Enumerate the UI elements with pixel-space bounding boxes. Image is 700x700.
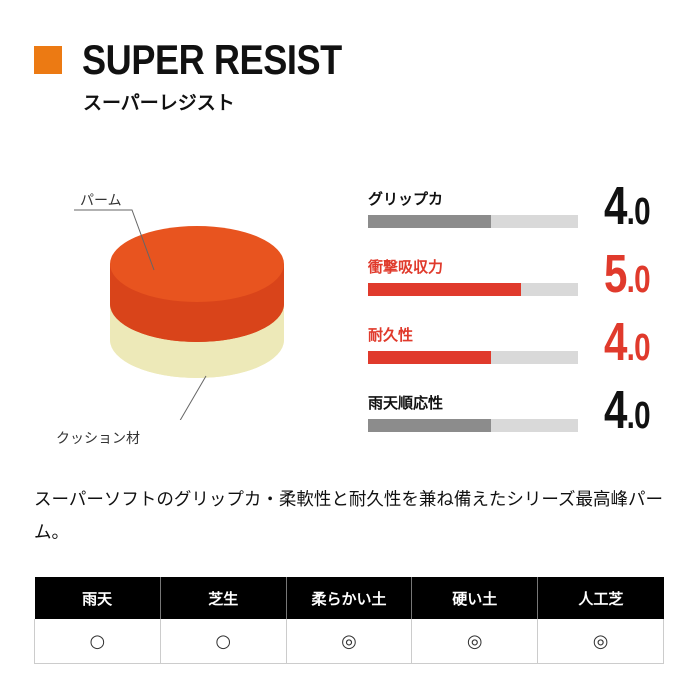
rating-bar-track bbox=[368, 351, 578, 364]
header-rain: 雨天 bbox=[34, 577, 161, 619]
rating-grip: グリップカ 4.0 bbox=[368, 176, 668, 252]
rating-label: 衝撃吸収力 bbox=[368, 258, 444, 276]
table-header-row: 雨天 芝生 柔らかい土 硬い土 人工芝 bbox=[34, 577, 664, 619]
product-subtitle: スーパーレジスト bbox=[83, 92, 235, 114]
value-hard-soil: ◎ bbox=[411, 619, 538, 664]
value-rain: ○ bbox=[34, 619, 161, 664]
rating-score: 5.0 bbox=[604, 244, 651, 304]
palm-label: パーム bbox=[80, 193, 122, 209]
header-soft-soil: 柔らかい土 bbox=[285, 577, 412, 619]
header-artificial-turf: 人工芝 bbox=[537, 577, 664, 619]
table-row: ○ ○ ◎ ◎ ◎ bbox=[34, 619, 664, 664]
palm-layer-top bbox=[110, 226, 284, 302]
ground-conditions-table: 雨天 芝生 柔らかい土 硬い土 人工芝 ○ ○ ◎ ◎ ◎ bbox=[34, 577, 664, 664]
rating-score: 4.0 bbox=[604, 312, 651, 372]
rating-bar-track bbox=[368, 283, 578, 296]
brand-square bbox=[34, 46, 62, 74]
value-grass: ○ bbox=[159, 619, 287, 664]
header-hard-soil: 硬い土 bbox=[411, 577, 538, 619]
product-description: スーパーソフトのグリップカ・柔軟性と耐久性を兼ね備えたシリーズ最高峰パーム。 bbox=[34, 490, 663, 543]
rating-durability: 耐久性 4.0 bbox=[368, 312, 668, 388]
layer-diagram bbox=[74, 209, 284, 420]
value-soft-soil: ◎ bbox=[285, 619, 412, 664]
rating-bar-fill bbox=[368, 351, 491, 364]
header-grass: 芝生 bbox=[159, 577, 287, 619]
rating-shock-absorption: 衝撃吸収力 5.0 bbox=[368, 244, 668, 320]
rating-rain-adaptability: 雨天順応性 4.0 bbox=[368, 380, 668, 456]
rating-bar-fill bbox=[368, 215, 491, 228]
rating-bar-track bbox=[368, 419, 578, 432]
rating-bar-track bbox=[368, 215, 578, 228]
rating-bar-fill bbox=[368, 419, 491, 432]
product-title: SUPER RESIST bbox=[82, 36, 342, 83]
rating-bar-fill bbox=[368, 283, 522, 296]
rating-score: 4.0 bbox=[604, 176, 651, 236]
rating-label: 耐久性 bbox=[368, 326, 414, 344]
palm-leader-line bbox=[74, 209, 155, 271]
value-artificial-turf: ◎ bbox=[537, 619, 664, 664]
rating-label: グリップカ bbox=[368, 190, 444, 208]
rating-score: 4.0 bbox=[604, 380, 651, 440]
cushion-leader-line bbox=[179, 375, 207, 420]
cushion-label: クッション材 bbox=[56, 431, 140, 447]
rating-label: 雨天順応性 bbox=[368, 394, 444, 412]
